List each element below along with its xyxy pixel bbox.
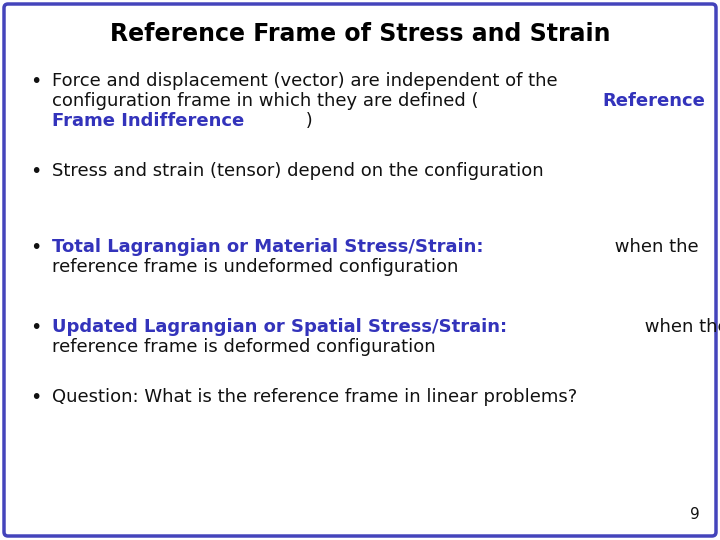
Text: when the: when the [639, 318, 720, 336]
Text: Total Lagrangian or Material Stress/Strain:: Total Lagrangian or Material Stress/Stra… [52, 238, 484, 256]
Text: configuration frame in which they are defined (: configuration frame in which they are de… [52, 92, 479, 110]
Text: •: • [30, 162, 41, 181]
Text: Updated Lagrangian or Spatial Stress/Strain:: Updated Lagrangian or Spatial Stress/Str… [52, 318, 507, 336]
Text: •: • [30, 238, 41, 257]
Text: Frame Indifference: Frame Indifference [52, 112, 244, 130]
Text: •: • [30, 318, 41, 337]
Text: Stress and strain (tensor) depend on the configuration: Stress and strain (tensor) depend on the… [52, 162, 544, 180]
Text: Reference Frame of Stress and Strain: Reference Frame of Stress and Strain [109, 22, 611, 46]
Text: •: • [30, 72, 41, 91]
Text: ): ) [300, 112, 312, 130]
FancyBboxPatch shape [4, 4, 716, 536]
Text: 9: 9 [690, 507, 700, 522]
Text: Reference: Reference [603, 92, 705, 110]
Text: Question: What is the reference frame in linear problems?: Question: What is the reference frame in… [52, 388, 577, 406]
Text: when the: when the [609, 238, 698, 256]
Text: reference frame is deformed configuration: reference frame is deformed configuratio… [52, 338, 436, 356]
Text: reference frame is undeformed configuration: reference frame is undeformed configurat… [52, 258, 459, 276]
Text: •: • [30, 388, 41, 407]
Text: Force and displacement (vector) are independent of the: Force and displacement (vector) are inde… [52, 72, 557, 90]
